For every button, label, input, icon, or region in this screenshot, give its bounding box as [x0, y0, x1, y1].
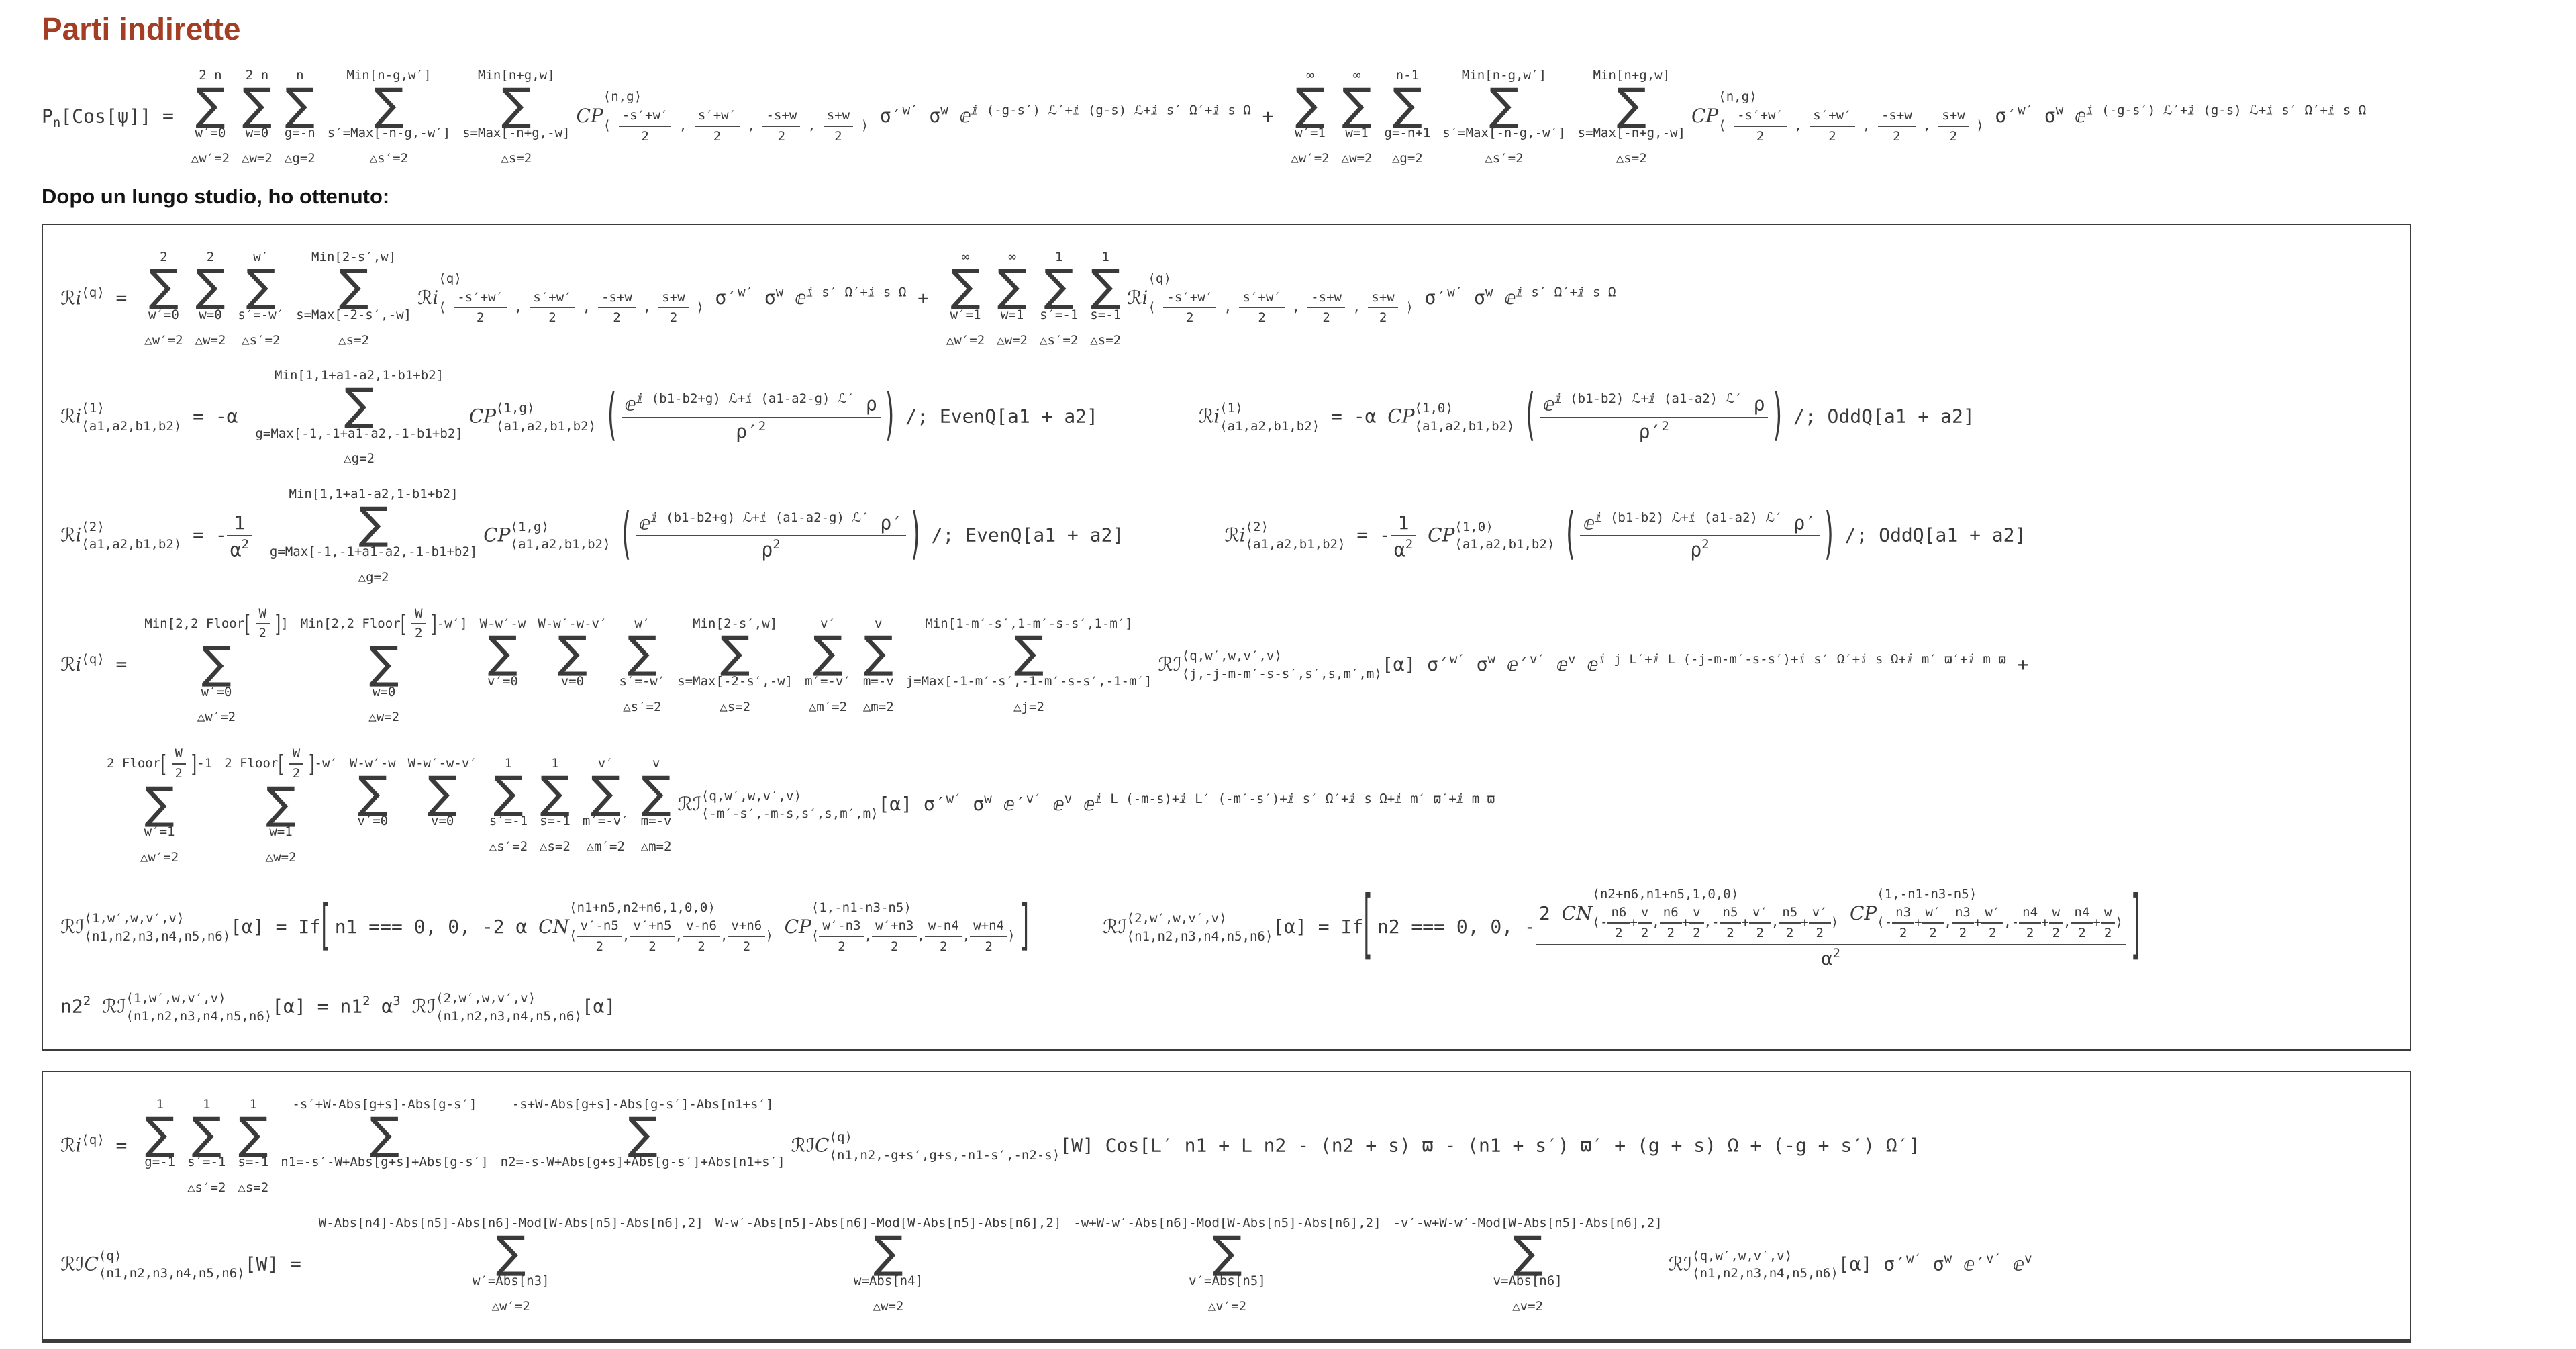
formula-rI-if: ℛℐ ⟨1,w′,w,v′,v⟩ ⟨n1,n2,n3,n4,n5,n6⟩ [α] = … — [60, 882, 2140, 969]
page-bottom-rule — [0, 1348, 2576, 1350]
results-box-2: ℛi⟨q⟩ = 1 ∑ g=-1 1 ∑ s′=-1 △s′=2 1 ∑ s=-1 △s=2 -s′… — [42, 1071, 2411, 1343]
formula-riq-multi-sum-2: 2 Floor[W 2]-1 ∑ w′=1 △w′=2 2 Floor[W 2]-w′ ∑ w=… — [107, 746, 1495, 865]
formula-riq-multi-sum-1: ℛi⟨q⟩ = Min[2,2 Floor[W 2]] ∑ w′=0 △w′=2 Min[… — [60, 606, 2029, 725]
results-box-1: ℛi⟨q⟩ = 2 ∑ w′=0 △w′=2 2 ∑ w=0 △w=2 w′ ∑ s′=-w′ △s′… — [42, 223, 2411, 1051]
formula-ri2: ℛi ⟨2⟩ ⟨a1,a2,b1,b2⟩ = -1 α2 Min[1,1+a1-a2,… — [60, 487, 2026, 585]
formula-riq-sums: ℛi⟨q⟩ = 2 ∑ w′=0 △w′=2 2 ∑ w=0 △w=2 w′ ∑ s′=-w′ △s′… — [60, 249, 1616, 348]
section-title: Parti indirette — [42, 11, 241, 46]
formula-pn: Pn[Cos[ψ]] = 2 n ∑ w′=0 △w′=2 2 n ∑ w=0 △w=2 n ∑ g… — [42, 68, 2367, 166]
formula-riq-cos: ℛi⟨q⟩ = 1 ∑ g=-1 1 ∑ s′=-1 △s′=2 1 ∑ s=-1 △s=2 -s′… — [60, 1097, 1920, 1196]
formula-ric-def: ℛℐC ⟨q⟩ ⟨n1,n2,n3,n4,n5,n6⟩ [W] = W-Abs[n4]… — [60, 1215, 2032, 1314]
intro-text: Dopo un lungo studio, ho ottenuto: — [42, 184, 390, 208]
formula-ri1: ℛi ⟨1⟩ ⟨a1,a2,b1,b2⟩ = -α Min[1,1+a1-a2,1-… — [60, 368, 1975, 467]
formula-n2-relation: n22 ℛℐ ⟨1,w′,w,v′,v⟩ ⟨n1,n2,n3,n4,n5,n6⟩ [α… — [60, 990, 616, 1024]
